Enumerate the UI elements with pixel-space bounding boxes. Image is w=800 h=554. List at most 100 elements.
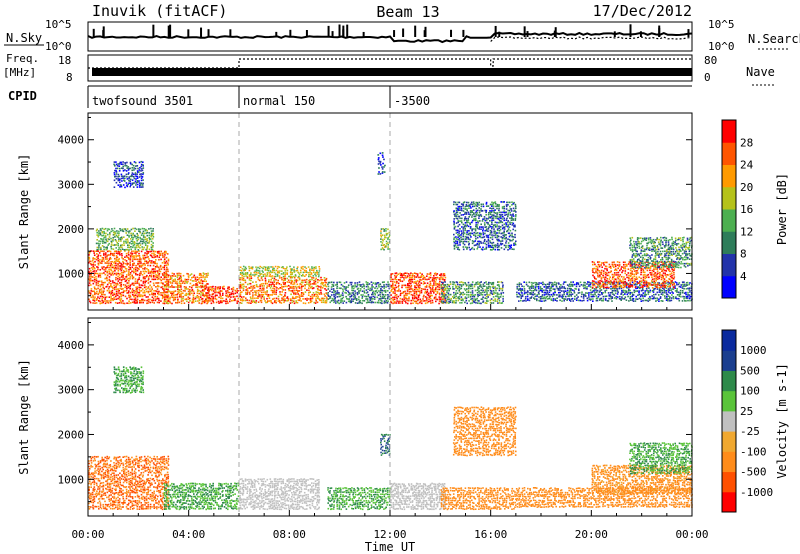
range-gate-cell	[433, 280, 435, 282]
range-gate-cell	[148, 236, 150, 239]
range-gate-cell	[124, 286, 126, 289]
range-gate-cell	[613, 289, 615, 292]
range-gate-cell	[365, 285, 368, 288]
range-gate-cell	[95, 292, 98, 295]
range-gate-cell	[340, 298, 342, 300]
range-gate-cell	[177, 284, 179, 287]
range-gate-cell	[294, 274, 297, 276]
range-gate-cell	[293, 268, 295, 271]
range-gate-cell	[383, 302, 386, 304]
range-gate-cell	[494, 246, 497, 248]
range-gate-cell	[139, 173, 141, 176]
range-gate-cell	[485, 201, 488, 204]
range-gate-cell	[137, 246, 140, 248]
range-gate-cell	[107, 264, 110, 266]
range-gate-cell	[167, 284, 170, 286]
range-gate-cell	[306, 271, 308, 274]
range-gate-cell	[344, 288, 346, 290]
range-gate-cell	[452, 300, 454, 302]
range-gate-cell	[409, 286, 412, 288]
range-gate-cell	[498, 225, 500, 228]
range-gate-cell	[282, 273, 285, 275]
range-gate-cell	[340, 301, 342, 304]
range-gate-cell	[348, 298, 351, 300]
range-gate-cell	[180, 278, 183, 281]
range-gate-cell	[110, 296, 112, 298]
range-gate-cell	[641, 294, 644, 296]
range-gate-cell	[595, 282, 598, 285]
range-gate-cell	[132, 242, 134, 244]
range-gate-cell	[578, 289, 580, 292]
range-gate-cell	[230, 296, 232, 298]
range-gate-cell	[509, 205, 511, 208]
range-gate-cell	[504, 234, 506, 236]
range-gate-cell	[505, 237, 507, 240]
range-gate-cell	[446, 302, 448, 304]
range-gate-cell	[180, 300, 183, 302]
range-gate-cell	[448, 298, 450, 300]
range-gate-cell	[113, 288, 116, 291]
range-gate-cell	[654, 285, 657, 287]
range-gate-cell	[287, 298, 290, 300]
range-gate-cell	[347, 291, 350, 294]
range-gate-cell	[276, 287, 278, 289]
range-gate-cell	[132, 246, 134, 249]
range-gate-cell	[255, 292, 257, 294]
range-gate-cell	[526, 295, 529, 298]
range-gate-cell	[685, 288, 688, 290]
range-gate-cell	[266, 272, 269, 274]
range-gate-cell	[535, 282, 538, 284]
range-gate-cell	[90, 288, 93, 290]
range-gate-cell	[478, 292, 481, 294]
range-gate-cell	[103, 232, 105, 234]
range-gate-cell	[638, 290, 640, 292]
range-gate-cell	[269, 270, 272, 272]
range-gate-cell	[264, 281, 267, 283]
range-gate-cell	[345, 295, 347, 298]
range-gate-cell	[511, 201, 513, 203]
range-gate-cell	[455, 286, 457, 288]
range-gate-cell	[144, 266, 146, 269]
range-gate-cell	[455, 295, 457, 298]
range-gate-cell	[132, 173, 135, 176]
range-gate-cell	[620, 292, 623, 294]
range-gate-cell	[308, 292, 310, 294]
range-gate-cell	[487, 236, 490, 239]
range-gate-cell	[603, 276, 605, 279]
range-gate-cell	[120, 283, 122, 286]
range-gate-cell	[286, 296, 289, 298]
range-gate-cell	[176, 286, 179, 288]
range-gate-cell	[508, 238, 511, 241]
range-gate-cell	[486, 236, 488, 238]
range-gate-cell	[372, 293, 374, 295]
range-gate-cell	[164, 254, 166, 256]
range-gate-cell	[474, 294, 477, 296]
range-gate-cell	[449, 299, 452, 302]
range-gate-cell	[397, 295, 400, 298]
range-gate-cell	[139, 295, 142, 298]
range-gate-cell	[442, 281, 444, 284]
range-gate-cell	[94, 287, 96, 290]
range-gate-cell	[113, 286, 116, 289]
range-gate-cell	[327, 285, 330, 288]
range-gate-cell	[500, 236, 502, 238]
range-gate-cell	[453, 291, 455, 294]
range-gate-cell	[381, 242, 384, 244]
range-gate-cell	[507, 242, 510, 244]
range-gate-cell	[367, 295, 370, 298]
range-gate-cell	[154, 278, 157, 281]
range-gate-cell	[176, 276, 179, 278]
range-gate-cell	[98, 248, 100, 250]
range-gate-cell	[133, 268, 135, 270]
range-gate-cell	[489, 232, 492, 234]
range-gate-cell	[455, 242, 457, 245]
range-gate-cell	[371, 288, 373, 290]
range-gate-cell	[131, 174, 133, 176]
range-gate-cell	[99, 258, 101, 261]
range-gate-cell	[634, 283, 637, 285]
range-gate-cell	[98, 260, 101, 263]
range-gate-cell	[127, 254, 130, 256]
range-gate-cell	[506, 221, 509, 224]
range-gate-cell	[289, 298, 292, 300]
range-gate-cell	[299, 269, 302, 272]
